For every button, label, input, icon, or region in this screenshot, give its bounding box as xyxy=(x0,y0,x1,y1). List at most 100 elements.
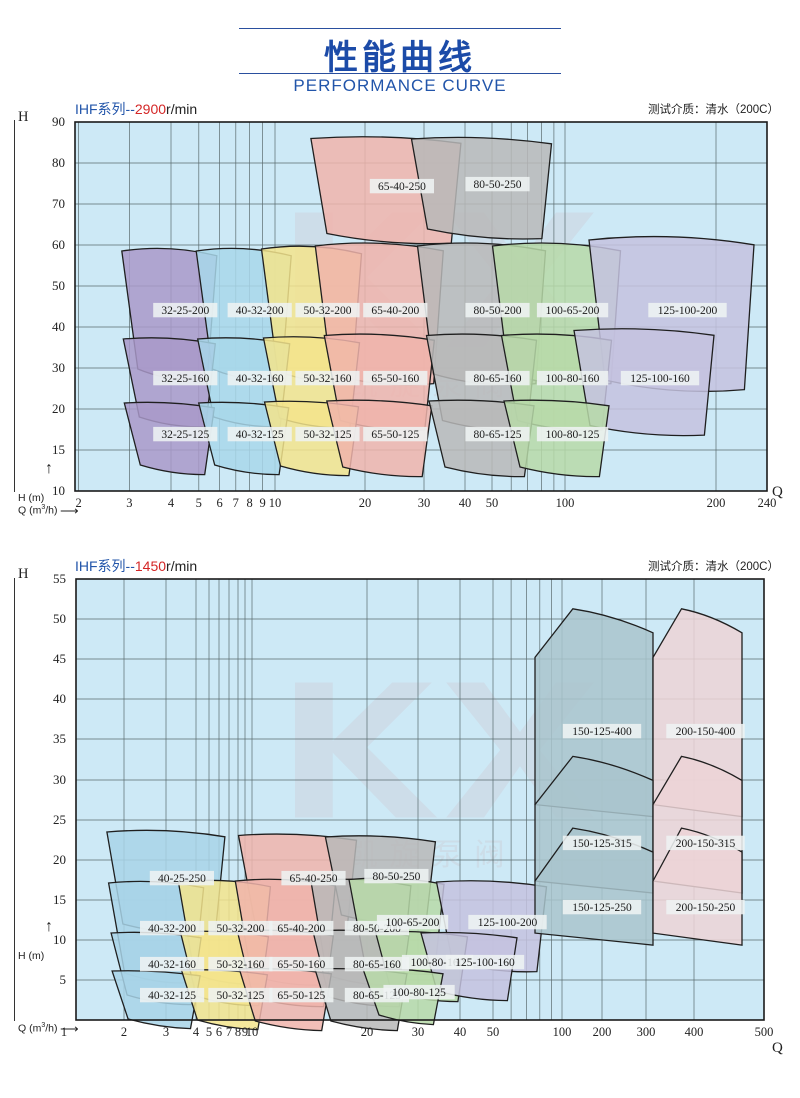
svg-text:45: 45 xyxy=(53,651,66,666)
svg-text:100-80-125: 100-80-125 xyxy=(392,987,446,999)
svg-text:6: 6 xyxy=(216,496,222,510)
svg-text:80-50-200: 80-50-200 xyxy=(474,305,522,317)
svg-text:6: 6 xyxy=(216,1025,222,1039)
svg-text:40-32-200: 40-32-200 xyxy=(236,305,284,317)
svg-text:50-32-160: 50-32-160 xyxy=(216,959,264,971)
svg-text:90: 90 xyxy=(52,114,65,129)
svg-text:80-65-125: 80-65-125 xyxy=(474,429,522,441)
svg-text:32-25-200: 32-25-200 xyxy=(161,305,209,317)
svg-text:200-150-400: 200-150-400 xyxy=(676,726,736,738)
svg-text:65-40-200: 65-40-200 xyxy=(371,305,419,317)
svg-text:30: 30 xyxy=(412,1025,425,1039)
svg-text:32-25-160: 32-25-160 xyxy=(161,373,209,385)
svg-text:2: 2 xyxy=(75,496,81,510)
svg-text:150-125-400: 150-125-400 xyxy=(572,726,632,738)
svg-text:50: 50 xyxy=(487,1025,500,1039)
svg-text:40: 40 xyxy=(454,1025,467,1039)
svg-text:50-32-125: 50-32-125 xyxy=(216,990,264,1002)
svg-text:200-150-250: 200-150-250 xyxy=(676,902,736,914)
svg-text:5: 5 xyxy=(60,972,67,987)
svg-text:15: 15 xyxy=(53,892,66,907)
svg-text:500: 500 xyxy=(755,1025,774,1039)
svg-text:40-32-160: 40-32-160 xyxy=(236,373,284,385)
svg-text:3: 3 xyxy=(163,1025,169,1039)
svg-text:35: 35 xyxy=(53,731,66,746)
svg-text:200: 200 xyxy=(593,1025,612,1039)
svg-text:10: 10 xyxy=(52,483,65,498)
svg-text:65-40-250: 65-40-250 xyxy=(290,873,338,885)
svg-text:65-50-160: 65-50-160 xyxy=(371,373,419,385)
svg-text:5: 5 xyxy=(206,1025,212,1039)
svg-text:400: 400 xyxy=(685,1025,704,1039)
svg-text:100: 100 xyxy=(556,496,575,510)
svg-text:20: 20 xyxy=(52,401,65,416)
svg-text:9: 9 xyxy=(259,496,265,510)
svg-text:7: 7 xyxy=(233,496,239,510)
svg-text:30: 30 xyxy=(53,772,66,787)
svg-text:8: 8 xyxy=(246,496,252,510)
svg-text:65-50-125: 65-50-125 xyxy=(371,429,419,441)
svg-text:300: 300 xyxy=(637,1025,656,1039)
svg-text:55: 55 xyxy=(53,571,66,586)
svg-text:3: 3 xyxy=(126,496,132,510)
svg-text:80-65-160: 80-65-160 xyxy=(353,959,401,971)
svg-text:40-25-250: 40-25-250 xyxy=(158,873,206,885)
svg-text:65-50-125: 65-50-125 xyxy=(277,990,325,1002)
svg-text:100-80-160: 100-80-160 xyxy=(546,373,600,385)
svg-text:2: 2 xyxy=(121,1025,127,1039)
svg-text:10: 10 xyxy=(53,932,66,947)
svg-text:80: 80 xyxy=(52,155,65,170)
svg-text:150-125-315: 150-125-315 xyxy=(572,838,632,850)
svg-text:32-25-125: 32-25-125 xyxy=(161,429,209,441)
svg-text:10: 10 xyxy=(246,1025,259,1039)
svg-text:7: 7 xyxy=(226,1025,232,1039)
svg-text:20: 20 xyxy=(361,1025,374,1039)
svg-text:70: 70 xyxy=(52,196,65,211)
svg-text:100-65-200: 100-65-200 xyxy=(386,917,440,929)
svg-text:200: 200 xyxy=(707,496,726,510)
svg-text:50-32-125: 50-32-125 xyxy=(304,429,352,441)
svg-text:50-32-200: 50-32-200 xyxy=(304,305,352,317)
svg-text:5: 5 xyxy=(196,496,202,510)
svg-text:20: 20 xyxy=(53,852,66,867)
svg-text:50-32-200: 50-32-200 xyxy=(216,923,264,935)
svg-text:65-40-250: 65-40-250 xyxy=(378,181,426,193)
svg-text:40-32-125: 40-32-125 xyxy=(148,990,196,1002)
svg-text:50: 50 xyxy=(53,611,66,626)
svg-text:200-150-315: 200-150-315 xyxy=(676,838,736,850)
svg-text:30: 30 xyxy=(418,496,431,510)
svg-text:25: 25 xyxy=(53,812,66,827)
svg-text:40: 40 xyxy=(52,319,65,334)
svg-text:8: 8 xyxy=(235,1025,241,1039)
svg-text:150-125-250: 150-125-250 xyxy=(572,902,632,914)
svg-text:125-100-160: 125-100-160 xyxy=(630,373,690,385)
svg-text:40-32-160: 40-32-160 xyxy=(148,959,196,971)
svg-text:100: 100 xyxy=(553,1025,572,1039)
svg-text:80-50-250: 80-50-250 xyxy=(372,871,420,883)
svg-text:50: 50 xyxy=(486,496,499,510)
svg-text:10: 10 xyxy=(269,496,282,510)
svg-text:125-100-160: 125-100-160 xyxy=(455,957,515,969)
svg-text:40-32-200: 40-32-200 xyxy=(148,923,196,935)
svg-text:50: 50 xyxy=(52,278,65,293)
svg-text:20: 20 xyxy=(359,496,372,510)
svg-text:100-65-200: 100-65-200 xyxy=(546,305,600,317)
svg-text:4: 4 xyxy=(193,1025,200,1039)
svg-text:40: 40 xyxy=(459,496,472,510)
svg-text:40: 40 xyxy=(53,691,66,706)
svg-text:240: 240 xyxy=(758,496,777,510)
svg-text:15: 15 xyxy=(52,442,65,457)
svg-text:60: 60 xyxy=(52,237,65,252)
svg-text:30: 30 xyxy=(52,360,65,375)
svg-text:80-65-160: 80-65-160 xyxy=(474,373,522,385)
svg-text:50-32-160: 50-32-160 xyxy=(304,373,352,385)
svg-text:40-32-125: 40-32-125 xyxy=(236,429,284,441)
svg-text:4: 4 xyxy=(168,496,175,510)
svg-text:1: 1 xyxy=(61,1025,67,1039)
svg-text:125-100-200: 125-100-200 xyxy=(478,917,538,929)
svg-text:125-100-200: 125-100-200 xyxy=(658,305,718,317)
svg-text:65-50-160: 65-50-160 xyxy=(277,959,325,971)
svg-text:80-50-250: 80-50-250 xyxy=(474,179,522,191)
svg-text:65-40-200: 65-40-200 xyxy=(277,923,325,935)
svg-text:100-80-125: 100-80-125 xyxy=(546,429,600,441)
